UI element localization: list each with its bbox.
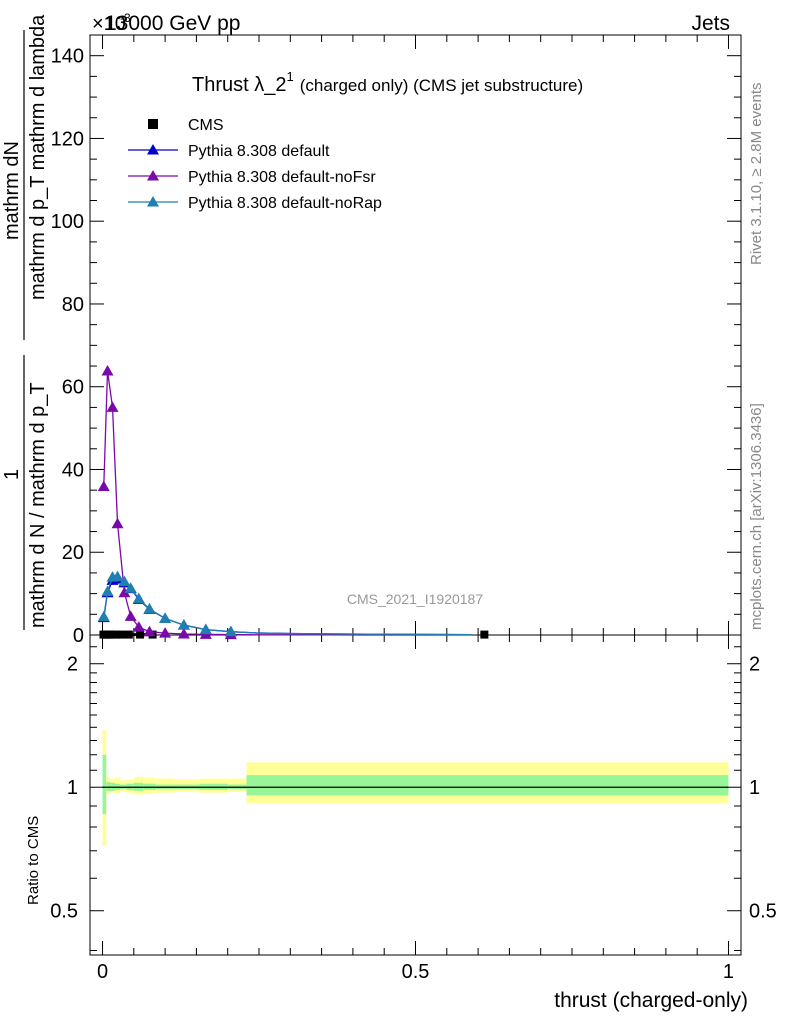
- y-tick-label: 120: [51, 128, 84, 150]
- y-label-pre-den: mathrm d N / mathrm d p_T: [27, 382, 49, 628]
- ratio-axes: 0 0.5 1 0.5 0.5 1 1 2 2: [50, 635, 777, 983]
- y-label-den: mathrm d p_T mathrm d lambda: [27, 14, 49, 300]
- series-marker: [159, 612, 172, 623]
- process-label: Jets: [691, 12, 730, 35]
- ratio-y-tick-label-right: 1: [749, 777, 760, 799]
- ratio-y-axis-label: Ratio to CMS: [25, 816, 42, 905]
- legend-marker: [147, 196, 159, 207]
- series-marker: [101, 585, 114, 597]
- series-marker: [224, 625, 237, 637]
- series-marker: [177, 627, 190, 639]
- series-2: [97, 365, 472, 640]
- ratio-y-tick-label-right: 0.5: [749, 901, 777, 923]
- ratio-band-inner: [106, 781, 111, 791]
- svg-text:Thrust λ_21(charged only) (CMS: Thrust λ_21 (charged only) (CMS jet subst…: [192, 69, 583, 96]
- ratio-band-inner: [246, 775, 729, 796]
- x-axis-label: thrust (charged-only): [554, 989, 748, 1012]
- series-marker: [111, 517, 124, 529]
- ratio-bands: [102, 729, 729, 846]
- title-rest: (charged only) (CMS jet substructure): [300, 76, 583, 95]
- title-main: Thrust λ_2: [192, 74, 286, 96]
- series-marker: [132, 592, 145, 604]
- legend-entry-label: CMS: [188, 117, 224, 134]
- y-tick-label: 0: [73, 625, 84, 647]
- legend-entry-label: Pythia 8.308 default: [188, 143, 330, 160]
- rivet-version-label: Rivet 3.1.10, ≥ 2.8M events: [748, 83, 765, 266]
- series-marker: [199, 623, 212, 635]
- series-layer: [97, 365, 489, 640]
- series-marker: [97, 480, 110, 491]
- series-marker: [101, 365, 114, 376]
- y-label-pre: 1: [1, 469, 23, 480]
- series-marker: [143, 625, 156, 637]
- series-marker: [106, 401, 119, 412]
- legend-entry-label: Pythia 8.308 default-noFsr: [188, 169, 376, 186]
- series-marker: [118, 575, 131, 587]
- series-marker: [159, 627, 172, 638]
- x-tick-label: 1: [723, 961, 734, 983]
- series-marker: [111, 570, 124, 582]
- y-tick-label: 60: [62, 377, 84, 399]
- y-tick-label: 40: [62, 459, 84, 481]
- series-marker: [124, 582, 137, 593]
- ratio-band-inner: [102, 754, 107, 815]
- ratio-y-tick-label: 1: [67, 777, 78, 799]
- legend: CMS Pythia 8.308 default Pythia 8.308 defa…: [128, 117, 382, 212]
- legend-cms-marker: [148, 119, 158, 129]
- x-tick-label: 0.5: [402, 961, 430, 983]
- y-tick-label: 20: [62, 542, 84, 564]
- series-marker: [177, 619, 190, 630]
- ratio-y-tick-label: 2: [67, 654, 78, 676]
- y-axis-label: mathrm d N / mathrm d p_T 1 mathrm d p_T…: [1, 14, 49, 630]
- series-marker: [118, 586, 131, 598]
- ratio-y-tick-label: 0.5: [50, 901, 78, 923]
- y-label-num: mathrm dN: [1, 141, 23, 240]
- series-marker: [143, 602, 156, 614]
- y-tick-label: 80: [62, 294, 84, 316]
- legend-entry-label: Pythia 8.308 default-noRap: [188, 195, 382, 212]
- legend-marker: [147, 170, 159, 181]
- analysis-watermark: CMS_2021_I1920187: [347, 591, 483, 607]
- ratio-y-tick-label-right: 2: [749, 654, 760, 676]
- y-tick-label: 140: [51, 46, 84, 68]
- series-marker: [132, 621, 145, 632]
- chart-title: Thrust λ_21 (charged only) (CMS jet subst…: [192, 69, 583, 96]
- y-tick-label: 100: [51, 211, 84, 233]
- scale-factor-label: ×10: [92, 13, 126, 35]
- legend-marker: [147, 144, 159, 155]
- series-marker: [124, 610, 137, 621]
- series-marker: [97, 610, 110, 622]
- energy-label: 13000 GeV pp: [105, 12, 240, 35]
- x-tick-label: 0: [97, 961, 108, 983]
- title-superscript: 1: [286, 69, 293, 84]
- mcplots-reference-label: mcplots.cern.ch [arXiv:1306.3436]: [748, 403, 765, 630]
- scale-exponent-label: -3: [120, 11, 131, 25]
- series-3: [97, 570, 472, 637]
- main-axes: 0 20 40 60 80 100 120 140: [51, 34, 741, 647]
- cms-data-point: [480, 630, 489, 639]
